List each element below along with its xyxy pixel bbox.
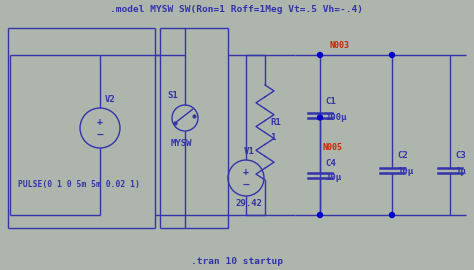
Text: 100μ: 100μ bbox=[325, 113, 346, 122]
Text: −: − bbox=[97, 130, 103, 140]
Text: C2: C2 bbox=[397, 151, 408, 160]
Text: C1: C1 bbox=[325, 96, 336, 106]
Circle shape bbox=[390, 52, 394, 58]
Text: R1: R1 bbox=[270, 118, 281, 127]
Text: −: − bbox=[243, 180, 249, 190]
Text: S1: S1 bbox=[167, 92, 178, 100]
Text: +: + bbox=[243, 167, 249, 177]
Text: .model MYSW SW(Ron=1 Roff=1Meg Vt=.5 Vh=-.4): .model MYSW SW(Ron=1 Roff=1Meg Vt=.5 Vh=… bbox=[110, 5, 364, 14]
Text: 10μ: 10μ bbox=[397, 167, 413, 177]
Circle shape bbox=[318, 52, 322, 58]
Text: C4: C4 bbox=[325, 158, 336, 167]
Text: .tran 10 startup: .tran 10 startup bbox=[191, 256, 283, 265]
Circle shape bbox=[390, 212, 394, 218]
Text: 1μ: 1μ bbox=[455, 167, 466, 177]
Text: N003: N003 bbox=[330, 40, 350, 49]
Circle shape bbox=[318, 115, 322, 120]
Text: PULSE(0 1 0 5m 5m 0.02 1): PULSE(0 1 0 5m 5m 0.02 1) bbox=[18, 181, 140, 190]
Text: V2: V2 bbox=[105, 96, 116, 104]
Text: C3: C3 bbox=[455, 151, 466, 160]
Text: 10μ: 10μ bbox=[325, 174, 341, 183]
Circle shape bbox=[318, 212, 322, 218]
Text: 29.42: 29.42 bbox=[236, 200, 263, 208]
Text: N005: N005 bbox=[323, 143, 343, 153]
Text: V1: V1 bbox=[244, 147, 255, 157]
Text: +: + bbox=[97, 117, 103, 127]
Text: 1: 1 bbox=[270, 133, 275, 142]
Text: MYSW: MYSW bbox=[171, 139, 192, 147]
